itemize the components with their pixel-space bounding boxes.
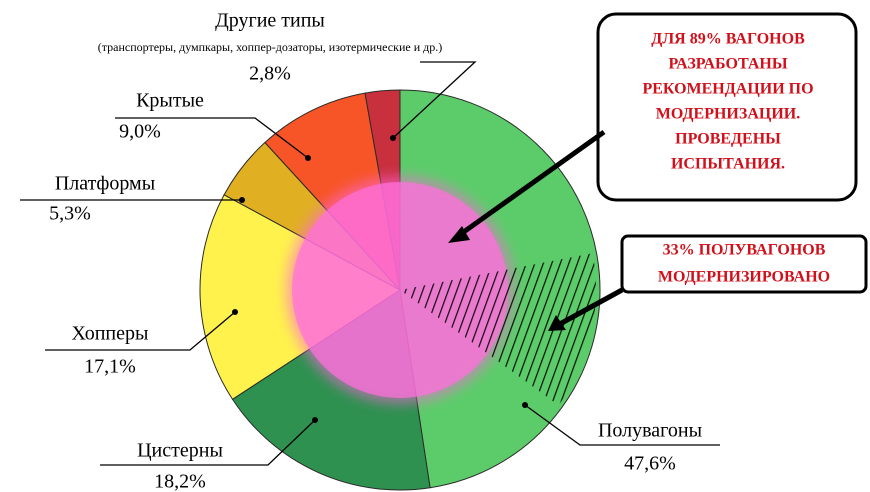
- leader-dot: [239, 197, 245, 203]
- category-label: Хопперы: [72, 323, 149, 345]
- leader-line: [392, 61, 477, 139]
- leader-line: [100, 419, 316, 466]
- arrow-head: [548, 315, 566, 331]
- value-label: 9,0%: [119, 121, 161, 143]
- callout-text: МОДЕРНИЗАЦИИ.: [656, 106, 800, 123]
- leader-line: [524, 404, 720, 446]
- callout-text: РЕКОМЕНДАЦИИ ПО: [642, 81, 813, 98]
- callout-1: [448, 12, 858, 243]
- leader-dot: [305, 155, 311, 161]
- callout-text: РАЗРАБОТАНЫ: [668, 56, 787, 73]
- category-note: (транспортеры, думпкары, хоппер-дозаторы…: [98, 40, 443, 54]
- leader-dot: [312, 417, 318, 423]
- arrow: [556, 287, 624, 328]
- callout-text: ПРОВЕДЕНЫ: [675, 131, 781, 148]
- pie: [199, 89, 601, 491]
- hatched-area: [400, 253, 596, 406]
- callout-text: МОДЕРНИЗИРОВАНО: [658, 269, 830, 286]
- value-label: 5,3%: [49, 203, 91, 225]
- callout-text: ИСПЫТАНИЯ.: [671, 156, 785, 173]
- category-label: Крытые: [136, 90, 204, 112]
- value-label: 18,2%: [154, 471, 206, 492]
- leader-line: [45, 311, 236, 351]
- leader-dot: [522, 402, 528, 408]
- callout-2: [548, 234, 868, 331]
- callout-text: 33% ПОЛУВАГОНОВ: [663, 242, 826, 259]
- value-label: 47,6%: [624, 453, 676, 475]
- value-label: 17,1%: [84, 356, 136, 378]
- labels: Полувагоны 47,6% Цистерны 18,2% Хопперы 17,1%…: [20, 10, 720, 492]
- callout-box: [620, 234, 868, 294]
- leader-line: [115, 117, 309, 159]
- value-label: 2,8%: [249, 63, 291, 85]
- callout-text: ДЛЯ 89% ВАГОНОВ: [651, 31, 805, 48]
- leader-dot: [232, 309, 238, 315]
- category-label: Полувагоны: [598, 420, 702, 442]
- arrow: [456, 129, 606, 239]
- category-label: Платформы: [55, 173, 155, 195]
- leader-dot: [390, 135, 396, 141]
- arrow-head: [448, 226, 470, 243]
- category-label: Другие типы: [215, 10, 325, 32]
- callout-box: [596, 12, 858, 202]
- category-label: Цистерны: [137, 440, 223, 462]
